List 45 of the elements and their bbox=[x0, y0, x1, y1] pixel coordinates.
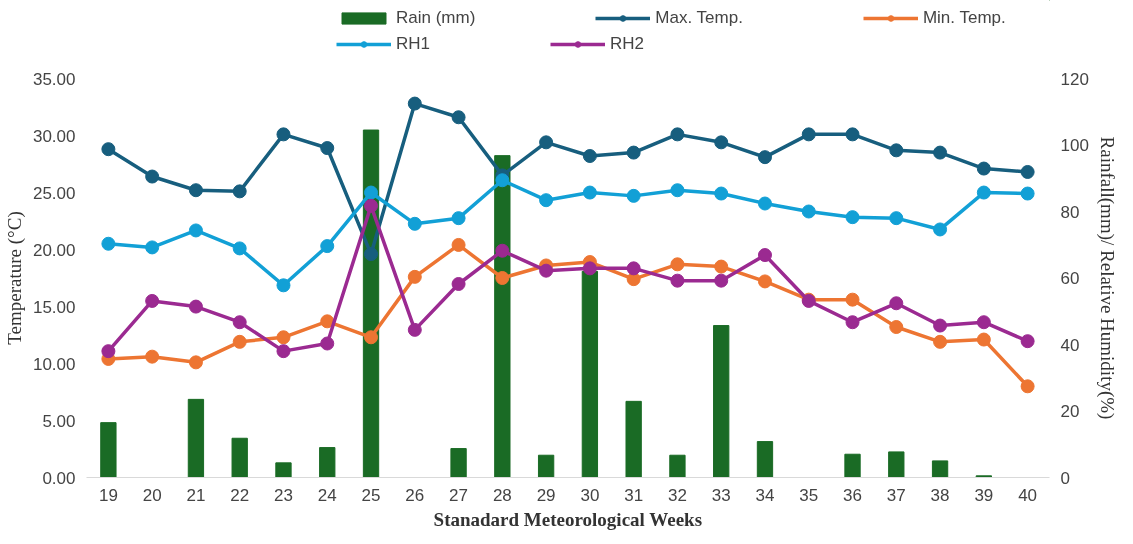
y2-tick-label: 120 bbox=[1060, 69, 1089, 89]
x-tick-label: 27 bbox=[449, 485, 469, 505]
x-tick-label: 34 bbox=[755, 485, 775, 505]
legend-label: Max. Temp. bbox=[655, 8, 743, 28]
x-tick-label: 26 bbox=[405, 485, 425, 505]
legend-label: RH2 bbox=[610, 34, 645, 54]
y-tick-label: 20.00 bbox=[32, 240, 76, 260]
y-tick-label: 35.00 bbox=[32, 69, 76, 89]
x-tick-label: 25 bbox=[361, 485, 381, 505]
y2-tick-label: 40 bbox=[1060, 335, 1080, 355]
y-tick-label: 30.00 bbox=[32, 126, 76, 146]
y-axis-title: Temperature (°C) bbox=[3, 211, 26, 345]
x-tick-label: 36 bbox=[843, 485, 862, 505]
x-tick-label: 21 bbox=[186, 485, 206, 505]
x-tick-label: 32 bbox=[667, 485, 687, 505]
y2-tick-label: 80 bbox=[1060, 202, 1080, 222]
x-tick-label: 23 bbox=[274, 485, 293, 505]
x-tick-label: 20 bbox=[142, 485, 162, 505]
x-tick-label: 33 bbox=[711, 485, 731, 505]
y2-tick-label: 100 bbox=[1060, 136, 1089, 155]
y2-tick-label: 0 bbox=[1060, 468, 1070, 488]
x-tick-label: 40 bbox=[1018, 485, 1038, 505]
y-tick-label: 10.00 bbox=[32, 354, 76, 374]
x-tick-label: 31 bbox=[624, 485, 644, 505]
y-tick-label: 0.00 bbox=[42, 468, 76, 488]
x-tick-label: 28 bbox=[492, 485, 512, 505]
x-tick-label: 30 bbox=[580, 485, 600, 505]
x-tick-label: 39 bbox=[974, 485, 994, 505]
x-tick-label: 35 bbox=[799, 485, 819, 505]
x-tick-label: 29 bbox=[536, 485, 556, 505]
x-tick-label: 38 bbox=[930, 485, 950, 505]
x-axis-title: Stanadard Meteorological Weeks bbox=[433, 508, 703, 530]
legend-label: Rain (mm) bbox=[396, 8, 476, 28]
x-tick-label: 22 bbox=[230, 485, 250, 505]
legend-label: RH1 bbox=[396, 34, 431, 54]
y2-tick-label: 60 bbox=[1060, 269, 1080, 288]
y-tick-label: 5.00 bbox=[42, 411, 76, 431]
legend-label: Min. Temp. bbox=[922, 8, 1006, 28]
y2-tick-label: 20 bbox=[1060, 402, 1080, 421]
x-tick-label: 37 bbox=[886, 485, 906, 505]
y-tick-label: 15.00 bbox=[32, 297, 76, 317]
x-tick-label: 19 bbox=[98, 485, 118, 505]
y2-axis-title: Rainfall(mm)/ Relative Humidity(%) bbox=[1095, 136, 1118, 420]
y-tick-label: 25.00 bbox=[32, 183, 76, 203]
x-tick-label: 24 bbox=[317, 485, 337, 505]
